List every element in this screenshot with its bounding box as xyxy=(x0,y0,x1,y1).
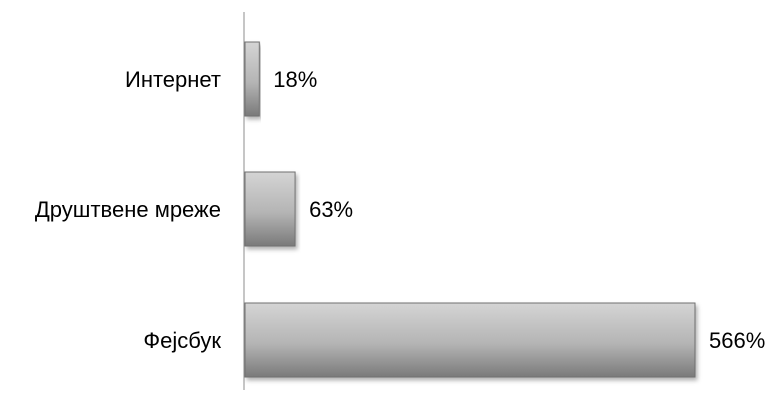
category-label: Интернет xyxy=(125,67,221,92)
bar-1 xyxy=(244,41,260,117)
labels-group: Интернет 18% Друштвене мреже 63% Фејсбук 566% xyxy=(35,67,765,353)
bar-3 xyxy=(244,302,696,378)
bars-group xyxy=(244,41,696,378)
category-label: Фејсбук xyxy=(143,328,221,353)
category-label: Друштвене мреже xyxy=(35,197,221,222)
bar-2 xyxy=(244,171,296,247)
data-label: 63% xyxy=(309,197,353,222)
data-label: 566% xyxy=(709,328,765,353)
data-label: 18% xyxy=(273,67,317,92)
